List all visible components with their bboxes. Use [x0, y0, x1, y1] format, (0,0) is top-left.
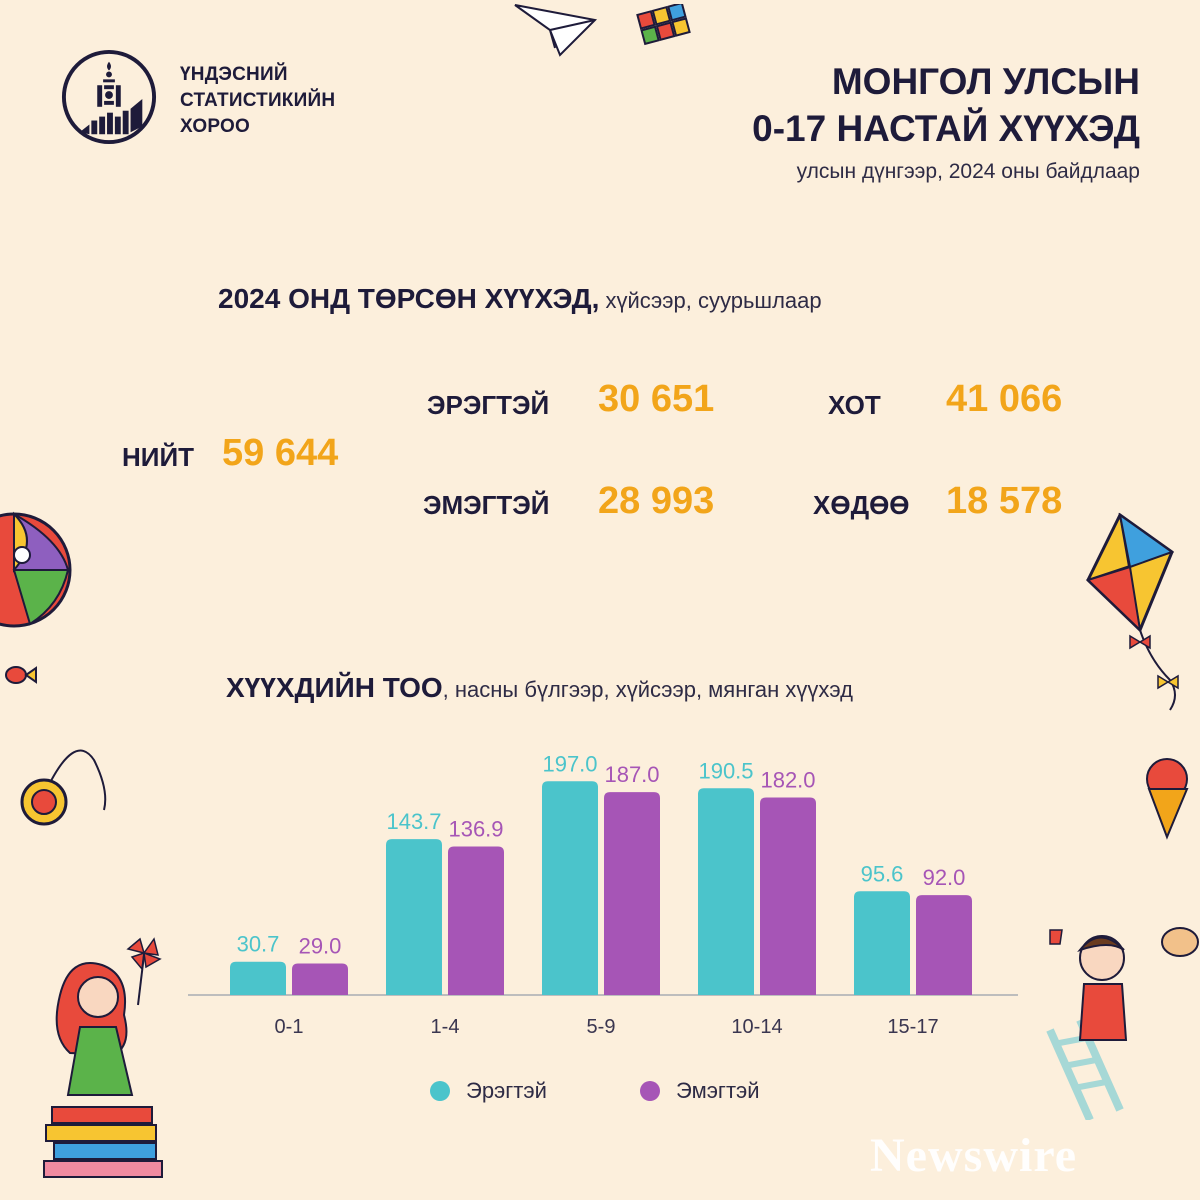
nso-logo-icon — [61, 49, 157, 145]
boy-on-ladder-illustration — [1046, 927, 1199, 1120]
bar-value-label: 136.9 — [448, 816, 503, 841]
girl-with-pinwheel-illustration — [43, 937, 163, 1178]
bar-male-1-4 — [386, 839, 442, 995]
bar-value-label: 95.6 — [861, 861, 904, 886]
kite-icon — [1086, 512, 1179, 711]
bar-value-label: 190.5 — [698, 758, 753, 783]
children-by-age-chart: 30.7 29.0 0-1 143.7 136.9 1-4 197.0 187.0 5-9 190… — [188, 751, 1018, 1038]
bar-male-10-14 — [698, 788, 754, 995]
chart-heading-bold: ХҮҮХДИЙН ТОО — [226, 672, 443, 703]
page-title: МОНГОЛ УЛСЫН 0-17 НАСТАЙ ХҮҮХЭД — [752, 58, 1140, 152]
yoyo-icon — [20, 749, 107, 826]
chart-heading-light: , насны бүлгээр, хүйсээр, мянган хүүхэд — [442, 677, 853, 702]
female-value: 28 993 — [598, 480, 715, 522]
x-tick-label: 1-4 — [431, 1016, 460, 1038]
legend-item-female: Эмэгтэй — [640, 1078, 760, 1104]
title-line: МОНГОЛ УЛСЫН — [831, 61, 1140, 102]
x-tick-label: 5-9 — [587, 1016, 616, 1038]
candy-icon — [5, 666, 37, 684]
page-subtitle: улсын дүнгээр, 2024 оны байдлаар — [796, 160, 1140, 183]
x-tick-label: 0-1 — [275, 1016, 304, 1038]
total-label: НИЙТ — [122, 442, 195, 472]
bar-value-label: 29.0 — [299, 934, 342, 959]
org-name-line: СТАТИСТИКИЙН — [180, 90, 336, 111]
male-value: 30 651 — [598, 378, 715, 420]
bar-female-15-17 — [916, 895, 972, 995]
chart-heading: ХҮҮХДИЙН ТОО, насны бүлгээр, хүйсээр, мя… — [226, 672, 853, 704]
bar-value-label: 182.0 — [760, 768, 815, 793]
legend-label-female: Эмэгтэй — [676, 1078, 760, 1103]
rubik-cube-icon — [636, 4, 691, 46]
bar-female-10-14 — [760, 797, 816, 995]
urban-label: ХОТ — [828, 390, 881, 420]
rural-label: ХӨДӨӨ — [813, 490, 910, 520]
total-value: 59 644 — [222, 432, 339, 474]
male-label: ЭРЭГТЭЙ — [427, 390, 550, 420]
title-line: 0-17 НАСТАЙ ХҮҮХЭД — [752, 108, 1140, 149]
bar-female-0-1 — [292, 963, 348, 995]
bar-male-0-1 — [230, 961, 286, 995]
bar-value-label: 197.0 — [542, 751, 597, 776]
org-name-line: ХОРОО — [180, 116, 250, 137]
org-name: ҮНДЭСНИЙ СТАТИСТИКИЙН ХОРОО — [180, 62, 335, 140]
legend-item-male: Эрэгтэй — [430, 1078, 547, 1104]
births-heading: 2024 ОНД ТӨРСӨН ХҮҮХЭД, хүйсээр, суурьшл… — [218, 283, 822, 315]
bar-value-label: 143.7 — [386, 809, 441, 834]
legend-label-male: Эрэгтэй — [466, 1078, 547, 1103]
bar-value-label: 187.0 — [604, 762, 659, 787]
legend-swatch-female — [640, 1081, 660, 1101]
watermark-text: Newswire — [870, 1129, 1078, 1182]
beach-ball-icon — [0, 511, 72, 628]
female-label: ЭМЭГТЭЙ — [423, 490, 550, 520]
org-name-line: ҮНДЭСНИЙ — [180, 64, 288, 85]
bar-value-label: 30.7 — [237, 932, 280, 957]
births-heading-light: хүйсээр, суурьшлаар — [599, 288, 822, 313]
bar-value-label: 92.0 — [923, 865, 966, 890]
paper-plane-icon — [514, 4, 598, 57]
rural-value: 18 578 — [946, 480, 1063, 522]
chart-legend: Эрэгтэй Эмэгтэй — [430, 1078, 830, 1108]
legend-swatch-male — [430, 1081, 450, 1101]
births-heading-bold: 2024 ОНД ТӨРСӨН ХҮҮХЭД, — [218, 283, 600, 314]
bar-female-5-9 — [604, 792, 660, 995]
bar-male-15-17 — [854, 891, 910, 995]
urban-value: 41 066 — [946, 378, 1063, 420]
bar-female-1-4 — [448, 846, 504, 995]
ice-cream-icon — [1146, 758, 1189, 840]
x-tick-label: 15-17 — [887, 1016, 938, 1038]
x-tick-label: 10-14 — [731, 1016, 782, 1038]
bar-male-5-9 — [542, 781, 598, 995]
